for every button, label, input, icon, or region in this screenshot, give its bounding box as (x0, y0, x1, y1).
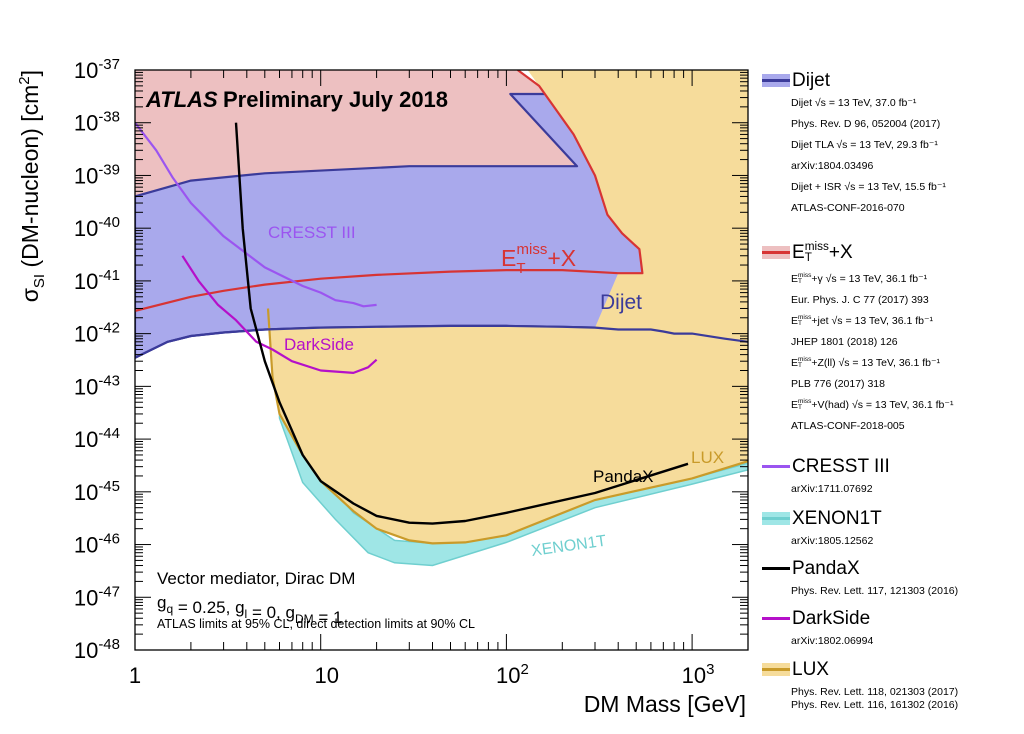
couplings-label: gq = 0.25, gl = 0, gDM = 1 (157, 593, 342, 627)
y-tick-label: 10-38 (74, 109, 120, 136)
plot-area (135, 70, 748, 567)
legend-swatch (762, 663, 790, 676)
legend-reference: Dijet √s = 13 TeV, 37.0 fb⁻¹ (791, 97, 917, 109)
legend-swatch (762, 460, 790, 473)
y-tick-label: 10-44 (74, 425, 120, 452)
legend-reference: JHEP 1801 (2018) 126 (791, 336, 898, 348)
y-tick-label: 10-39 (74, 161, 120, 188)
y-tick-label: 10-42 (74, 320, 120, 347)
model-label: Vector mediator, Dirac DM (157, 569, 355, 588)
legend-name: CRESST III (792, 456, 890, 477)
legend-reference: arXiv:1805.12562 (791, 535, 874, 547)
legend-reference: Phys. Rev. Lett. 117, 121303 (2016) (791, 585, 959, 597)
legend-reference: ATLAS-CONF-2016-070 (791, 202, 905, 214)
y-tick-label: 10-41 (74, 267, 120, 294)
y-tick-label: 10-45 (74, 478, 120, 505)
axis-ticks (134, 69, 749, 651)
pandax-line (234, 122, 689, 525)
x-tick-label: 10 (314, 663, 338, 688)
y-tick-label: 10-43 (74, 372, 120, 399)
darkside-line (181, 255, 378, 374)
annotations: ATLAS Preliminary July 2018 CRESST III ETmi… (145, 87, 724, 631)
legend-swatch (762, 246, 790, 259)
y-tick-label: 10-48 (74, 636, 120, 663)
legend-reference: arXiv:1802.06994 (791, 635, 874, 647)
darkside-label: DarkSide (284, 335, 354, 354)
etmiss-line (135, 70, 644, 312)
plot-frame (134, 69, 749, 651)
legend-reference: Phys. Rev. Lett. 116, 161302 (2016) (791, 699, 959, 711)
legend-name: LUX (792, 659, 829, 680)
legend-swatch (762, 74, 790, 87)
y-tick-label: 10-47 (74, 583, 120, 610)
y-tick-label: 10-37 (74, 56, 120, 83)
legend-reference: Eur. Phys. J. C 77 (2017) 393 (791, 294, 929, 306)
pandax-label: PandaX (593, 467, 654, 486)
legend-reference: ATLAS-CONF-2018-005 (791, 420, 905, 432)
chart-title: Preliminary July 2018 (223, 87, 448, 112)
x-tick-label: 103 (682, 661, 715, 688)
etmiss-label: ETmiss+X (501, 241, 576, 277)
experiment-label: ATLAS (145, 87, 218, 112)
legend-swatch (762, 612, 790, 625)
legend-reference: arXiv:1711.07692 (791, 483, 873, 495)
legend-name: PandaX (792, 558, 860, 579)
exclusion-plot: 10-48 10-47 10-46 10-45 10-44 10-43 10-42 10-41… (16, 56, 749, 717)
xenon1t-label: XENON1T (530, 533, 607, 560)
x-axis-title: DM Mass [GeV] (584, 691, 746, 717)
legend-swatch (762, 512, 790, 525)
cl-note: ATLAS limits at 95% CL, direct detection… (157, 617, 475, 631)
lux-area (268, 70, 748, 544)
dijet-label: Dijet (600, 291, 642, 314)
x-tick-label: 1 (129, 663, 141, 688)
cresst-iii-line (135, 122, 377, 308)
y-axis-title: σSI (DM-nucleon) [cm2] (16, 70, 48, 302)
legend-reference: Dijet TLA √s = 13 TeV, 29.3 fb⁻¹ (791, 139, 938, 151)
legend-reference: Phys. Rev. D 96, 052004 (2017) (791, 118, 941, 130)
y-tick-label: 10-46 (74, 531, 120, 558)
legend-reference: Dijet + ISR √s = 13 TeV, 15.5 fb⁻¹ (791, 181, 946, 193)
legend-name: Dijet (792, 70, 831, 91)
legend-name: XENON1T (792, 508, 882, 529)
axis-labels: 10-48 10-47 10-46 10-45 10-44 10-43 10-42 10-41… (16, 56, 746, 717)
lux-line (266, 308, 748, 545)
dijet-line (135, 324, 748, 359)
legend-reference: arXiv:1804.03496 (791, 160, 874, 172)
legend-reference: PLB 776 (2017) 318 (791, 378, 885, 390)
cresst-label: CRESST III (268, 223, 356, 242)
x-tick-label: 102 (496, 661, 529, 688)
legend-reference: Phys. Rev. Lett. 118, 021303 (2017) (791, 686, 959, 698)
legend-name: DarkSide (792, 608, 871, 629)
y-tick-label: 10-40 (74, 214, 120, 241)
legend-swatch (762, 562, 790, 575)
lux-label: LUX (691, 448, 724, 467)
